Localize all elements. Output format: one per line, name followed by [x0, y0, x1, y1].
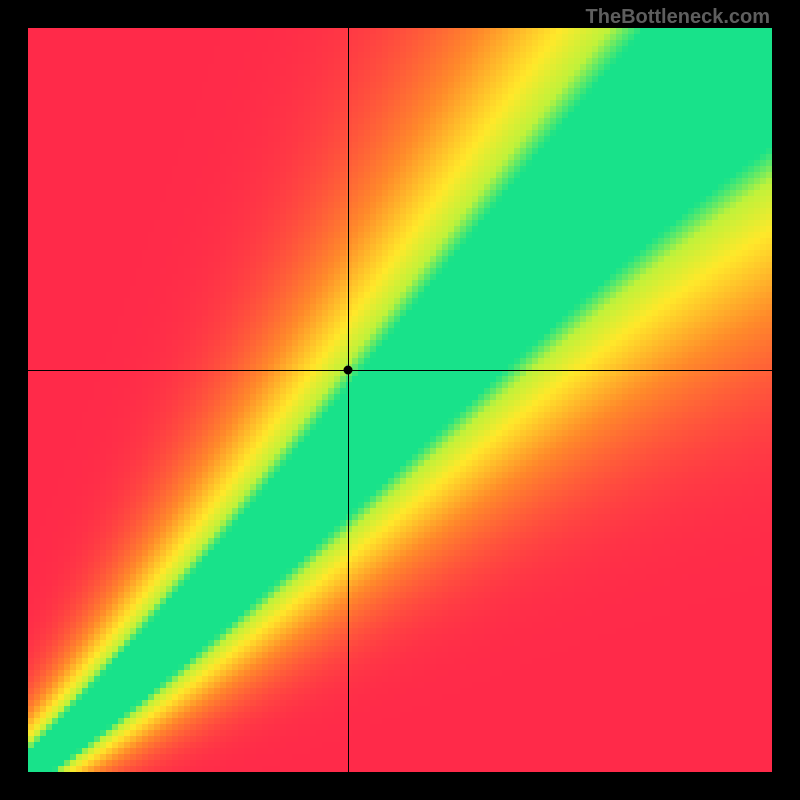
crosshair-marker	[343, 366, 352, 375]
crosshair-horizontal	[28, 370, 772, 371]
watermark-text: TheBottleneck.com	[586, 6, 770, 29]
chart-container: TheBottleneck.com	[0, 0, 800, 800]
plot-area	[28, 28, 772, 772]
heatmap-canvas	[28, 28, 772, 772]
crosshair-vertical	[348, 28, 349, 772]
